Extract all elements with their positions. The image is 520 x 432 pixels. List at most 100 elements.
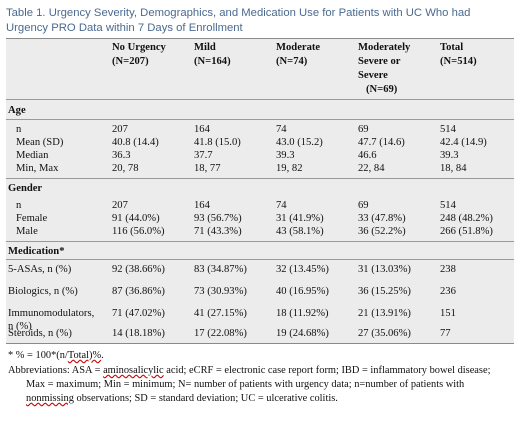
row-label: Male: [16, 226, 38, 237]
cell: 17 (22.08%): [194, 328, 247, 339]
cell: 248 (48.2%): [440, 213, 493, 224]
row-label-2: n (%): [8, 321, 32, 332]
cell: 32 (13.45%): [276, 264, 329, 275]
footnote-text: .: [101, 350, 104, 361]
row-label: Biologics, n (%): [8, 286, 78, 297]
cell: 33 (47.8%): [358, 213, 406, 224]
col-header-no-urgency: No Urgency: [112, 42, 166, 53]
header-divider: [6, 99, 514, 100]
cell: 207: [112, 200, 128, 211]
cell: 236: [440, 286, 456, 297]
footnote-abbreviations: Abbreviations: ASA = aminosalicylic acid…: [8, 364, 513, 377]
cell: 151: [440, 308, 456, 319]
footnote-percent: * % = 100*(n/Total)%.: [8, 349, 513, 362]
col-header-total-n: (N=514): [440, 56, 477, 67]
footnote-text: acid; eCRF = electronic case report form…: [163, 365, 491, 376]
row-label: Female: [16, 213, 48, 224]
cell: 71 (43.3%): [194, 226, 242, 237]
cell: 514: [440, 200, 456, 211]
cell: 116 (56.0%): [112, 226, 165, 237]
cell: 74: [276, 124, 287, 135]
cell: 77: [440, 328, 451, 339]
cell: 36 (15.25%): [358, 286, 411, 297]
cell: 74: [276, 200, 287, 211]
cell: 164: [194, 124, 210, 135]
cell: 266 (51.8%): [440, 226, 493, 237]
col-header-total: Total: [440, 42, 464, 53]
footnote-abbreviations-3: nonmissing observations; SD = standard d…: [26, 392, 514, 405]
footnote-abbreviations-2: Max = maximum; Min = minimum; N= number …: [26, 379, 465, 390]
col-header-severe-n: (N=69): [366, 84, 398, 95]
row-label: n: [16, 200, 22, 211]
cell: 92 (38.66%): [112, 264, 165, 275]
col-header-severe-3: Severe: [358, 70, 388, 81]
section-gender: Gender: [8, 183, 43, 194]
col-header-mild-n: (N=164): [194, 56, 231, 67]
footnote-text: Abbreviations: ASA =: [8, 365, 104, 376]
row-label: Median: [16, 150, 49, 161]
cell: 43 (58.1%): [276, 226, 324, 237]
col-header-moderate: Moderate: [276, 42, 321, 53]
row-label: Steroids, n (%): [8, 328, 72, 339]
cell: 27 (35.06%): [358, 328, 411, 339]
cell: 238: [440, 264, 456, 275]
cell: 20, 78: [112, 163, 139, 174]
section-medication: Medication*: [8, 246, 65, 257]
footnote-text: * % = 100*(n/: [8, 350, 68, 361]
cell: 39.3: [440, 150, 459, 161]
cell: 87 (36.86%): [112, 286, 165, 297]
footnote-text: Total)%: [67, 350, 102, 361]
cell: 69: [358, 124, 369, 135]
cell: 37.7: [194, 150, 213, 161]
section-age: Age: [8, 105, 26, 116]
cell: 43.0 (15.2): [276, 137, 323, 148]
row-label: 5-ASAs, n (%): [8, 264, 72, 275]
row-label: Immunomodulators,: [8, 308, 95, 319]
cell: 93 (56.7%): [194, 213, 242, 224]
cell: 41.8 (15.0): [194, 137, 241, 148]
footnote-text: aminosalicylic: [103, 365, 164, 376]
cell: 18, 77: [194, 163, 221, 174]
cell: 73 (30.93%): [194, 286, 247, 297]
col-header-moderate-n: (N=74): [276, 56, 308, 67]
cell: 41 (27.15%): [194, 308, 247, 319]
cell: 42.4 (14.9): [440, 137, 487, 148]
cell: 69: [358, 200, 369, 211]
cell: 39.3: [276, 150, 295, 161]
cell: 164: [194, 200, 210, 211]
footnote-text: observations; SD = standard deviation; U…: [73, 393, 338, 404]
col-header-no-urgency-n: (N=207): [112, 56, 149, 67]
cell: 514: [440, 124, 456, 135]
data-table: No Urgency (N=207) Mild (N=164) Moderate…: [6, 38, 514, 344]
row-label: Mean (SD): [16, 137, 64, 148]
medication-divider: [6, 259, 514, 260]
cell: 31 (41.9%): [276, 213, 324, 224]
cell: 18 (11.92%): [276, 308, 329, 319]
cell: 207: [112, 124, 128, 135]
cell: 71 (47.02%): [112, 308, 165, 319]
age-divider: [6, 119, 514, 120]
cell: 19, 82: [276, 163, 303, 174]
cell: 31 (13.03%): [358, 264, 411, 275]
cell: 36 (52.2%): [358, 226, 406, 237]
cell: 40 (16.95%): [276, 286, 329, 297]
col-header-severe-2: Severe or: [358, 56, 401, 67]
table-caption: Table 1. Urgency Severity, Demographics,…: [6, 7, 471, 34]
col-header-severe: Moderately: [358, 42, 411, 53]
footnote-text: nonmissing: [26, 393, 74, 404]
age-end-divider: [6, 178, 514, 179]
cell: 36.3: [112, 150, 131, 161]
cell: 83 (34.87%): [194, 264, 247, 275]
col-header-mild: Mild: [194, 42, 216, 53]
gender-end-divider: [6, 241, 514, 242]
cell: 21 (13.91%): [358, 308, 411, 319]
cell: 18, 84: [440, 163, 467, 174]
cell: 91 (44.0%): [112, 213, 160, 224]
row-label: n: [16, 124, 22, 135]
cell: 46.6: [358, 150, 377, 161]
cell: 22, 84: [358, 163, 385, 174]
cell: 40.8 (14.4): [112, 137, 159, 148]
cell: 47.7 (14.6): [358, 137, 405, 148]
row-label: Min, Max: [16, 163, 59, 174]
cell: 19 (24.68%): [276, 328, 329, 339]
